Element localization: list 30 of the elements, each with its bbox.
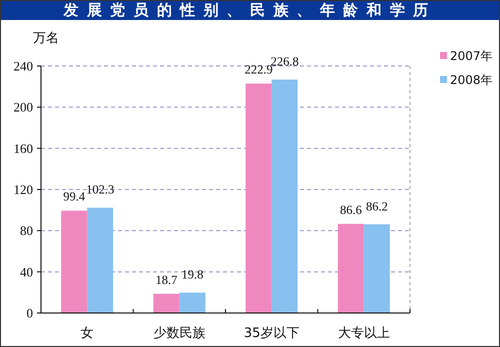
x-tick-label: 少数民族 bbox=[153, 326, 206, 341]
bar bbox=[179, 292, 206, 313]
bar bbox=[272, 80, 298, 313]
x-tick-label: 女 bbox=[80, 326, 94, 341]
legend-label: 2008年 bbox=[450, 73, 493, 88]
bar bbox=[153, 294, 180, 313]
chart-title: 发展党员的性别、民族、年龄和学历 bbox=[62, 1, 436, 19]
data-label: 19.8 bbox=[181, 268, 204, 282]
y-tick-label: 200 bbox=[14, 100, 33, 115]
bar bbox=[61, 210, 88, 313]
y-tick-label: 40 bbox=[20, 264, 33, 280]
y-tick-label: 0 bbox=[26, 306, 33, 321]
x-tick-label: 大专以上 bbox=[338, 326, 390, 341]
data-label: 99.4 bbox=[63, 190, 86, 204]
data-label: 86.6 bbox=[340, 202, 362, 217]
data-label: 102.3 bbox=[86, 182, 114, 197]
y-tick-label: 240 bbox=[14, 58, 33, 74]
y-tick-label: 80 bbox=[20, 223, 33, 238]
legend-label: 2007年 bbox=[450, 49, 493, 64]
bar bbox=[246, 84, 272, 313]
y-tick-label: 160 bbox=[14, 140, 33, 156]
data-label: 18.7 bbox=[155, 272, 178, 287]
y-axis-title: 万名 bbox=[33, 31, 59, 46]
x-tick-label: 35岁以下 bbox=[244, 326, 300, 341]
data-label: 86.2 bbox=[366, 199, 388, 214]
data-label: 222.9 bbox=[244, 62, 273, 77]
bar bbox=[87, 208, 114, 313]
bar bbox=[364, 224, 390, 313]
bar bbox=[338, 224, 364, 313]
y-tick-label: 120 bbox=[14, 182, 33, 198]
